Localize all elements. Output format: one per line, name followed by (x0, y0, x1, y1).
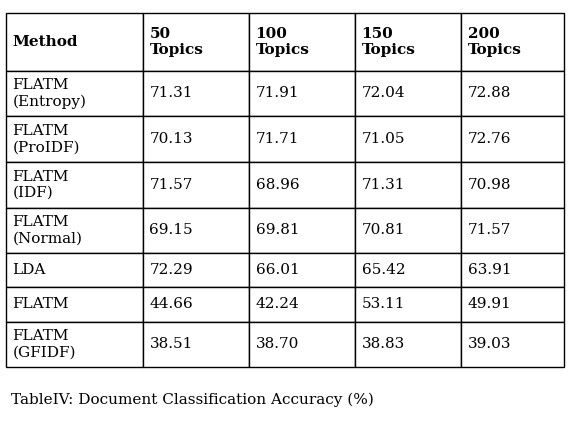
Text: 63.91: 63.91 (468, 264, 511, 277)
Text: 71.31: 71.31 (149, 86, 193, 100)
Text: 70.13: 70.13 (149, 132, 193, 146)
Text: 68.96: 68.96 (255, 178, 299, 192)
Bar (142, 208, 249, 253)
Bar (249, 287, 355, 321)
Text: 65.42: 65.42 (362, 264, 405, 277)
Text: 71.71: 71.71 (255, 132, 299, 146)
Text: 66.01: 66.01 (255, 264, 299, 277)
Bar (461, 208, 564, 253)
Bar (355, 208, 461, 253)
Bar (249, 70, 355, 116)
Bar (461, 287, 564, 321)
Text: FLATM
(Entropy): FLATM (Entropy) (13, 78, 87, 109)
Bar (249, 162, 355, 208)
Text: LDA: LDA (13, 264, 46, 277)
Text: 69.15: 69.15 (149, 223, 193, 238)
Text: FLATM
(Normal): FLATM (Normal) (13, 215, 83, 245)
Text: FLATM: FLATM (13, 298, 69, 311)
Bar (249, 253, 355, 287)
Text: 72.04: 72.04 (362, 86, 405, 100)
Bar (249, 13, 355, 70)
Bar (249, 321, 355, 367)
Bar (355, 321, 461, 367)
Text: 71.05: 71.05 (362, 132, 405, 146)
Bar (461, 162, 564, 208)
Text: 53.11: 53.11 (362, 298, 405, 311)
Text: 44.66: 44.66 (149, 298, 193, 311)
Bar (461, 253, 564, 287)
Text: 70.81: 70.81 (362, 223, 405, 238)
Text: 72.29: 72.29 (149, 264, 193, 277)
Text: 38.70: 38.70 (255, 337, 299, 351)
Text: 71.91: 71.91 (255, 86, 299, 100)
Text: 69.81: 69.81 (255, 223, 299, 238)
Text: 150
Topics: 150 Topics (362, 27, 416, 57)
Bar (142, 162, 249, 208)
Bar (6, 116, 142, 162)
Bar (461, 70, 564, 116)
Bar (461, 13, 564, 70)
Bar (249, 116, 355, 162)
Bar (142, 287, 249, 321)
Bar (6, 13, 142, 70)
Bar (355, 162, 461, 208)
Text: 71.57: 71.57 (149, 178, 193, 192)
Bar (355, 116, 461, 162)
Text: 49.91: 49.91 (468, 298, 511, 311)
Text: 50
Topics: 50 Topics (149, 27, 203, 57)
Text: FLATM
(ProIDF): FLATM (ProIDF) (13, 124, 80, 154)
Text: Method: Method (13, 35, 78, 49)
Text: 100
Topics: 100 Topics (255, 27, 310, 57)
Bar (355, 287, 461, 321)
Bar (6, 70, 142, 116)
Text: FLATM
(GFIDF): FLATM (GFIDF) (13, 329, 76, 359)
Bar (355, 253, 461, 287)
Bar (461, 321, 564, 367)
Text: 39.03: 39.03 (468, 337, 511, 351)
Text: 38.83: 38.83 (362, 337, 405, 351)
Bar (6, 162, 142, 208)
Bar (6, 321, 142, 367)
Bar (355, 70, 461, 116)
Text: 70.98: 70.98 (468, 178, 511, 192)
Bar (6, 208, 142, 253)
Bar (142, 70, 249, 116)
Text: 71.31: 71.31 (362, 178, 405, 192)
Text: 72.76: 72.76 (468, 132, 511, 146)
Bar (355, 13, 461, 70)
Bar (142, 253, 249, 287)
Text: 38.51: 38.51 (149, 337, 193, 351)
Bar (461, 116, 564, 162)
Text: TableIV: Document Classification Accuracy (%): TableIV: Document Classification Accurac… (11, 392, 374, 407)
Text: 72.88: 72.88 (468, 86, 511, 100)
Bar (142, 13, 249, 70)
Text: FLATM
(IDF): FLATM (IDF) (13, 170, 69, 200)
Bar (6, 287, 142, 321)
Bar (142, 321, 249, 367)
Bar (6, 253, 142, 287)
Bar (249, 208, 355, 253)
Text: 200
Topics: 200 Topics (468, 27, 522, 57)
Text: 42.24: 42.24 (255, 298, 299, 311)
Bar (142, 116, 249, 162)
Text: 71.57: 71.57 (468, 223, 511, 238)
